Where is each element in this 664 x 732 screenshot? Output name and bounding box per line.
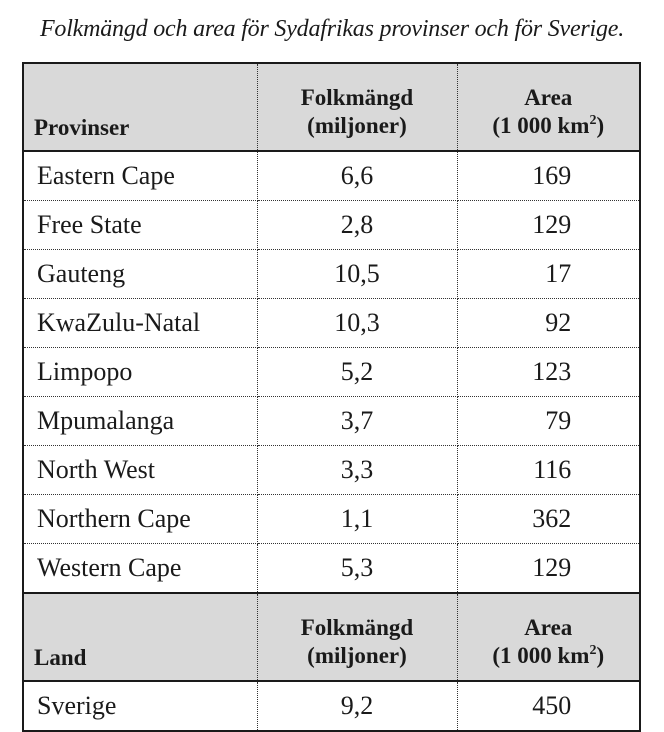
area-header-line2-suffix: ) — [596, 643, 605, 668]
area-header-line1: Area — [524, 615, 573, 640]
area-cell: 129 — [456, 543, 640, 594]
area-value: 450 — [532, 691, 572, 720]
area-cell: 362 — [456, 494, 640, 544]
area-value: 129 — [532, 210, 572, 239]
area-header-line2-suffix: ) — [596, 113, 605, 138]
area-header-line2-prefix: (1 000 km — [492, 113, 590, 138]
table-row: Northern Cape 1,1 362 — [23, 494, 640, 544]
region-name-cell: Gauteng — [23, 249, 258, 299]
population-cell: 6,6 — [256, 151, 458, 201]
area-value: 362 — [532, 504, 572, 533]
area-header-line1: Area — [524, 85, 573, 110]
region-name-cell: Western Cape — [23, 543, 258, 594]
country-header-label: Land — [23, 592, 258, 682]
country-area-header: Area (1 000 km2) — [456, 592, 640, 682]
population-header-line2: (miljoner) — [307, 643, 407, 668]
region-name-cell: Sverige — [23, 681, 258, 731]
region-name-cell: Free State — [23, 200, 258, 250]
area-cell: 17 — [456, 249, 640, 299]
table-row: Western Cape 5,3 129 — [23, 543, 640, 594]
region-name-cell: Mpumalanga — [23, 396, 258, 446]
area-value: 17 — [545, 259, 572, 288]
population-cell: 9,2 — [256, 681, 458, 731]
area-header-exponent: 2 — [589, 113, 597, 128]
population-header-line2: (miljoner) — [307, 113, 407, 138]
provinces-population-header: Folkmängd (miljoner) — [256, 63, 458, 152]
area-value: 169 — [532, 161, 572, 190]
region-name-cell: KwaZulu-Natal — [23, 298, 258, 348]
population-area-table: Provinser Folkmängd (miljoner) Area (1 0… — [22, 62, 641, 732]
area-cell: 116 — [456, 445, 640, 495]
area-cell: 123 — [456, 347, 640, 397]
table-row: Sverige 9,2 450 — [23, 681, 640, 731]
population-cell: 3,3 — [256, 445, 458, 495]
area-cell: 79 — [456, 396, 640, 446]
area-cell: 169 — [456, 151, 640, 201]
area-value: 116 — [533, 455, 572, 484]
area-value: 123 — [532, 357, 572, 386]
region-name-cell: Northern Cape — [23, 494, 258, 544]
table-row: North West 3,3 116 — [23, 445, 640, 495]
country-population-header: Folkmängd (miljoner) — [256, 592, 458, 682]
area-header-line2-prefix: (1 000 km — [492, 643, 590, 668]
provinces-header-row: Provinser Folkmängd (miljoner) Area (1 0… — [23, 63, 640, 152]
provinces-area-header: Area (1 000 km2) — [456, 63, 640, 152]
population-cell: 5,2 — [256, 347, 458, 397]
area-header-exponent: 2 — [589, 643, 597, 658]
area-value: 129 — [532, 553, 572, 582]
population-header-line1: Folkmängd — [300, 85, 414, 110]
table-row: Eastern Cape 6,6 169 — [23, 151, 640, 201]
region-name-cell: Eastern Cape — [23, 151, 258, 201]
area-cell: 92 — [456, 298, 640, 348]
table-row: KwaZulu-Natal 10,3 92 — [23, 298, 640, 348]
region-name-cell: North West — [23, 445, 258, 495]
provinces-header-label: Provinser — [23, 63, 258, 152]
population-cell: 5,3 — [256, 543, 458, 594]
area-value: 92 — [545, 308, 572, 337]
population-cell: 1,1 — [256, 494, 458, 544]
population-cell: 3,7 — [256, 396, 458, 446]
area-value: 79 — [545, 406, 572, 435]
area-cell: 450 — [456, 681, 640, 731]
table-row: Gauteng 10,5 17 — [23, 249, 640, 299]
country-header-row: Land Folkmängd (miljoner) Area (1 000 km… — [23, 592, 640, 682]
population-cell: 10,5 — [256, 249, 458, 299]
region-name-cell: Limpopo — [23, 347, 258, 397]
table-row: Limpopo 5,2 123 — [23, 347, 640, 397]
population-header-line1: Folkmängd — [300, 615, 414, 640]
population-cell: 2,8 — [256, 200, 458, 250]
population-cell: 10,3 — [256, 298, 458, 348]
table-caption: Folkmängd och area för Sydafrikas provin… — [39, 16, 625, 42]
table-row: Free State 2,8 129 — [23, 200, 640, 250]
table-row: Mpumalanga 3,7 79 — [23, 396, 640, 446]
area-cell: 129 — [456, 200, 640, 250]
